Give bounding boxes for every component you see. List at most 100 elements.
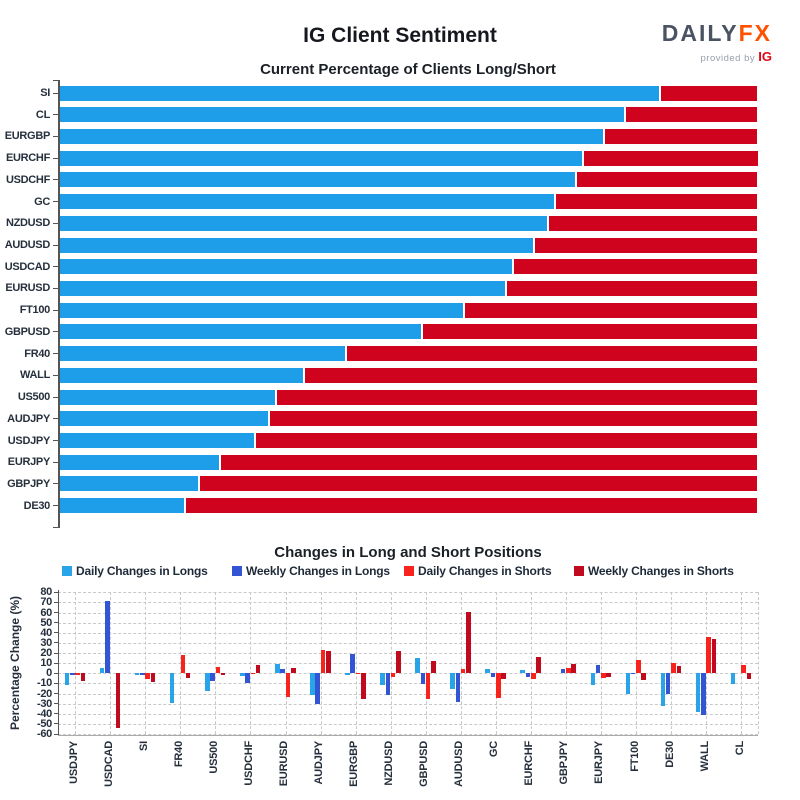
y-tick-label: -20: [37, 687, 52, 700]
y-tick: [54, 703, 58, 705]
grid-line-h: [58, 673, 758, 675]
axis-tick: [52, 505, 59, 507]
grid-line-v: [425, 592, 427, 735]
y-tick: [54, 591, 58, 593]
daily-changes-in-longs-bar: [485, 669, 490, 674]
legend-label: Daily Changes in Longs: [76, 564, 208, 578]
row-label: EURUSD: [5, 282, 50, 295]
weekly-changes-in-longs-bar: [525, 673, 531, 678]
axis-tick: [52, 92, 59, 94]
row-label: SI: [40, 87, 50, 99]
axis-end-tick: [53, 527, 59, 528]
legend-swatch: [404, 566, 414, 576]
axis-tick: [52, 157, 59, 159]
logo-wordmark: DAILYFX: [662, 20, 772, 46]
grid-line-v: [180, 592, 182, 735]
y-tick-label: 40: [40, 626, 52, 639]
short-bar: [423, 324, 758, 340]
row-label: GBPUSD: [4, 325, 51, 338]
weekly-changes-in-shorts-bar: [115, 673, 121, 728]
daily-changes-in-longs-bar: [240, 673, 245, 677]
x-category-label: FR40: [172, 741, 185, 768]
row-label: US500: [17, 391, 50, 404]
x-category-label: GBPUSD: [418, 741, 431, 787]
grid-line-v: [600, 592, 602, 735]
y-tick: [54, 632, 58, 634]
weekly-changes-in-longs-bar: [210, 673, 215, 682]
legend-swatch: [574, 566, 584, 576]
short-bar: [186, 498, 758, 514]
axis-tick: [52, 114, 59, 116]
grid-line-h: [58, 602, 758, 604]
daily-changes-in-longs-bar: [99, 668, 105, 674]
long-bar: [59, 476, 199, 492]
chart2-title: Changes in Long and Short Positions: [274, 544, 542, 561]
weekly-changes-in-longs-bar: [105, 601, 110, 674]
daily-changes-in-shorts-bar: [390, 673, 396, 678]
x-category-label: EURCHF: [523, 741, 536, 786]
weekly-changes-in-shorts-bar: [571, 664, 576, 674]
weekly-changes-in-shorts-bar: [711, 638, 717, 674]
row-label: GBPJPY: [7, 477, 50, 490]
weekly-changes-in-shorts-bar: [431, 661, 436, 674]
weekly-changes-in-longs-bar: [420, 673, 426, 685]
y-tick-label: -40: [37, 707, 52, 720]
short-bar: [221, 454, 758, 470]
daily-changes-in-shorts-bar: [460, 669, 466, 674]
y-tick-label: -10: [37, 677, 52, 690]
long-bar: [59, 454, 220, 470]
y-tick: [54, 662, 58, 664]
axis-tick: [52, 374, 59, 376]
weekly-changes-in-shorts-bar: [746, 673, 752, 680]
long-bar: [59, 302, 464, 318]
x-category-label: USDJPY: [67, 741, 80, 784]
axis-tick: [52, 396, 59, 398]
daily-changes-in-longs-bar: [310, 673, 315, 695]
axis-tick: [52, 179, 59, 181]
logo-tagline: provided by IG: [662, 49, 773, 64]
weekly-changes-in-longs-bar: [560, 669, 566, 674]
row-label: FT100: [19, 304, 51, 317]
y-tick: [54, 723, 58, 725]
weekly-changes-in-shorts-bar: [255, 665, 261, 674]
grid-line-h: [58, 592, 758, 594]
legend-swatch: [232, 566, 242, 576]
legend-item: Weekly Changes in Longs: [232, 564, 390, 578]
weekly-changes-in-longs-bar: [350, 654, 356, 674]
row-label: WALL: [20, 369, 50, 382]
grid-line-v: [565, 592, 567, 735]
plot-right-edge: [758, 592, 759, 735]
legend-swatch: [62, 566, 72, 576]
x-category-label: FT100: [628, 741, 641, 772]
grid-line-v: [741, 592, 743, 735]
weekly-changes-in-shorts-bar: [220, 673, 226, 676]
grid-line-v: [671, 592, 673, 735]
y-axis-line: [58, 80, 60, 528]
grid-line-v: [706, 592, 708, 735]
row-label: GC: [34, 195, 50, 208]
long-bar: [59, 280, 506, 296]
axis-tick: [52, 135, 59, 137]
x-category-label: USDCHF: [242, 741, 255, 786]
axis-end-tick: [53, 80, 59, 81]
grid-line-v: [110, 592, 112, 735]
legend-item: Weekly Changes in Shorts: [574, 564, 734, 578]
daily-changes-in-shorts-bar: [706, 636, 711, 674]
daily-changes-in-longs-bar: [450, 673, 455, 690]
short-bar: [604, 128, 758, 144]
grid-line-v: [285, 592, 287, 735]
grid-line-v: [215, 592, 217, 735]
daily-changes-in-longs-bar: [730, 673, 736, 685]
grid-line-v: [75, 592, 77, 735]
row-label: DE30: [23, 499, 51, 512]
long-bar: [59, 367, 303, 383]
grid-line-v: [636, 592, 637, 735]
weekly-changes-in-longs-bar: [630, 673, 636, 675]
weekly-changes-in-shorts-bar: [326, 651, 331, 674]
row-label: EURCHF: [5, 152, 50, 165]
x-category-label: AUDJPY: [313, 741, 326, 785]
grid-line-h: [58, 642, 758, 644]
axis-tick: [52, 222, 59, 224]
short-bar: [255, 433, 758, 449]
